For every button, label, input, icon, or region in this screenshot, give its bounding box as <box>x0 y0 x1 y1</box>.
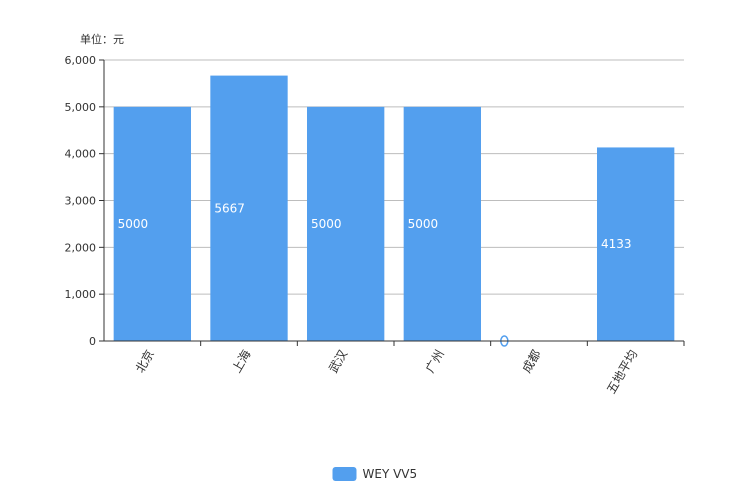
y-tick-label: 4,000 <box>65 148 97 161</box>
y-tick-label: 2,000 <box>65 241 97 254</box>
bar-value-label: 5000 <box>118 217 149 231</box>
x-tick-label: 北京 <box>133 348 157 376</box>
x-tick-label: 武汉 <box>326 348 350 376</box>
y-tick-label: 6,000 <box>65 54 97 67</box>
y-tick-label: 5,000 <box>65 101 97 114</box>
y-tick-label: 0 <box>89 335 96 348</box>
x-tick-label: 上海 <box>229 347 254 375</box>
x-tick-label: 成都 <box>519 348 543 376</box>
bar-value-label: 5667 <box>214 201 245 215</box>
bar[interactable] <box>403 106 481 341</box>
unit-label: 单位：元 <box>80 32 124 46</box>
labels: 5000 5667 5000 5000 4133 <box>118 201 632 251</box>
bar-value-label: 5000 <box>408 217 439 231</box>
gridlines <box>104 59 684 295</box>
bar-value-label: 4133 <box>601 237 632 251</box>
legend-swatch[interactable] <box>332 467 357 481</box>
legend[interactable]: WEY VV5 <box>332 467 418 481</box>
bar-value-label: 5000 <box>311 217 342 231</box>
y-tick-label: 3,000 <box>65 195 97 208</box>
bar[interactable] <box>113 106 191 341</box>
bars <box>113 75 675 347</box>
legend-label[interactable]: WEY VV5 <box>363 467 418 481</box>
bar[interactable] <box>307 106 385 341</box>
bar[interactable] <box>597 147 675 341</box>
x-tick-label: 五地平均 <box>604 348 640 397</box>
x-tick-label: 广州 <box>423 348 447 376</box>
y-tick-label: 1,000 <box>65 288 97 301</box>
bar[interactable] <box>210 75 288 342</box>
